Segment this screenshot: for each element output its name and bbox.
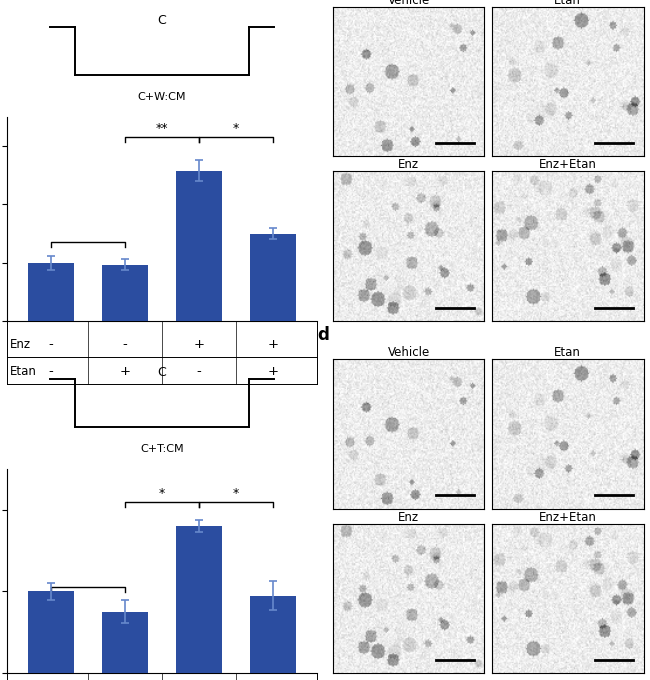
- Title: Etan: Etan: [554, 346, 581, 359]
- Bar: [28, 592, 74, 673]
- Text: C+T:CM: C+T:CM: [140, 444, 184, 454]
- Bar: [102, 612, 148, 673]
- Title: Etan: Etan: [554, 0, 581, 7]
- Bar: [250, 233, 296, 321]
- Title: Enz: Enz: [398, 511, 419, 524]
- Bar: [102, 265, 148, 321]
- Text: -: -: [49, 364, 53, 377]
- Bar: [28, 262, 74, 321]
- Text: *: *: [233, 486, 239, 500]
- Text: +: +: [267, 364, 278, 377]
- Text: C: C: [157, 366, 166, 379]
- Title: Enz+Etan: Enz+Etan: [539, 511, 597, 524]
- Text: *: *: [233, 122, 239, 135]
- Text: -: -: [196, 364, 202, 377]
- Text: +: +: [267, 338, 278, 351]
- Title: Enz: Enz: [398, 158, 419, 171]
- Bar: [176, 171, 222, 321]
- Title: Vehicle: Vehicle: [387, 0, 430, 7]
- Text: *: *: [159, 486, 165, 500]
- Text: Enz: Enz: [10, 338, 31, 351]
- Title: Vehicle: Vehicle: [387, 346, 430, 359]
- Text: Etan: Etan: [10, 364, 36, 377]
- Text: **: **: [155, 122, 168, 135]
- Text: C: C: [157, 14, 166, 27]
- Text: -: -: [49, 338, 53, 351]
- Bar: [250, 596, 296, 673]
- Text: -: -: [122, 338, 127, 351]
- Title: Enz+Etan: Enz+Etan: [539, 158, 597, 171]
- Text: +: +: [193, 338, 204, 351]
- Text: C+W:CM: C+W:CM: [138, 92, 186, 102]
- Text: +: +: [120, 364, 131, 377]
- Text: d: d: [318, 326, 330, 344]
- Bar: [176, 526, 222, 673]
